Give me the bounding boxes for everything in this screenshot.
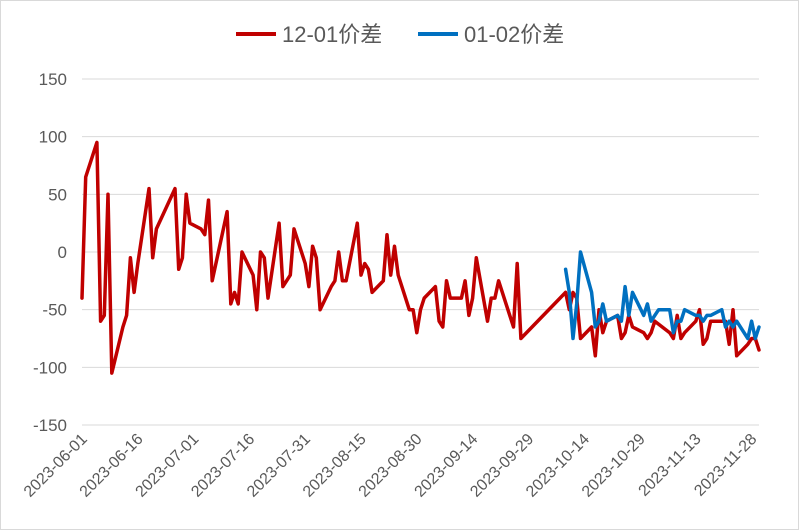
y-tick-label: -100 <box>33 358 67 377</box>
legend-label-2: 01-02价差 <box>464 22 564 47</box>
y-tick-label: 100 <box>39 128 67 147</box>
y-axis: 150 100 50 0 -50 -100 -150 <box>33 70 67 435</box>
series-line-2 <box>563 250 761 341</box>
y-tick-label: -50 <box>42 301 67 320</box>
y-tick-label: -150 <box>33 416 67 435</box>
gridlines <box>82 78 759 426</box>
legend-label-1: 12-01价差 <box>282 22 382 47</box>
series-line-1 <box>80 140 761 375</box>
y-tick-label: 150 <box>39 70 67 89</box>
y-tick-label: 50 <box>48 185 67 204</box>
legend: 12-01价差 01-02价差 <box>236 22 564 47</box>
series-lines <box>80 140 761 375</box>
y-tick-label: 0 <box>58 243 67 262</box>
